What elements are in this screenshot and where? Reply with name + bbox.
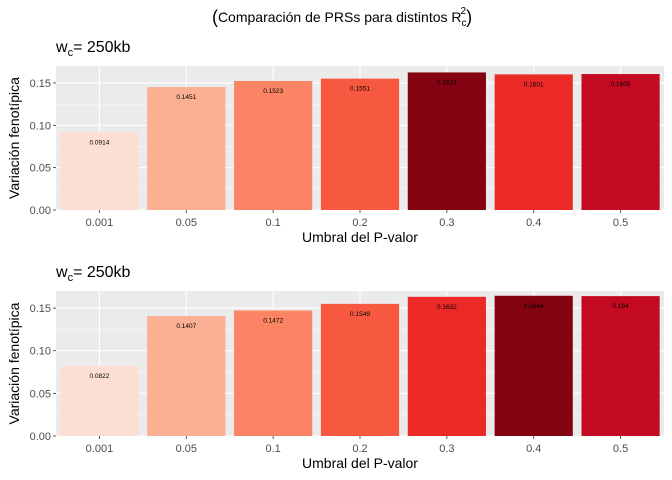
bar xyxy=(494,74,573,210)
data-label: 0.1624 xyxy=(437,79,457,86)
bar-chart-bottom: wc= 250kb 0.00 0.05 0.10 0.15 0.0822 0.001 0.14… xyxy=(6,264,664,471)
bar xyxy=(581,74,660,210)
data-label: 0.1523 xyxy=(263,88,283,95)
data-label: 0.164 xyxy=(612,303,629,310)
y-tick-label: 0.10 xyxy=(30,120,51,132)
subplot-title-rest: = 250kb xyxy=(73,39,130,56)
x-tick-label: 0.05 xyxy=(176,443,197,455)
bar xyxy=(581,296,660,436)
x-tick-label: 0.001 xyxy=(86,217,114,229)
title-paren-open: ( xyxy=(212,7,218,27)
bar xyxy=(407,72,486,210)
y-tick-label: 0.15 xyxy=(30,78,51,90)
bar xyxy=(147,87,226,210)
data-label: 0.1601 xyxy=(524,81,544,88)
subplot-title-main: w xyxy=(55,39,68,56)
x-tick-label: 0.4 xyxy=(526,443,541,455)
title-subscript: c xyxy=(462,18,467,29)
x-tick-label: 0.5 xyxy=(613,217,628,229)
bar-chart-top: wc= 250kb 0.00 0.05 0.10 0.15 0.0914 0.001 0.14… xyxy=(6,39,664,245)
bar xyxy=(234,80,313,210)
y-tick-label: 0.10 xyxy=(30,346,51,358)
data-label: 0.1549 xyxy=(350,311,370,318)
title-superscript: 2 xyxy=(461,6,467,17)
bar xyxy=(407,296,486,436)
bar xyxy=(147,315,226,436)
bar xyxy=(494,295,573,436)
x-axis-label: Umbral del P-valor xyxy=(302,455,418,471)
data-label: 0.1551 xyxy=(350,86,370,93)
subplot-title-sub: c xyxy=(68,47,74,59)
y-tick-label: 0.00 xyxy=(30,205,51,217)
data-label: 0.1472 xyxy=(263,317,283,324)
bar xyxy=(60,132,139,210)
x-tick-label: 0.5 xyxy=(613,443,628,455)
subplot-title: wc= 250kb xyxy=(55,264,131,284)
x-tick-label: 0.2 xyxy=(352,443,367,455)
x-tick-label: 0.001 xyxy=(86,443,114,455)
x-tick-label: 0.05 xyxy=(176,217,197,229)
bar xyxy=(320,78,400,210)
subplot-title-main: w xyxy=(55,264,68,281)
subplot-title: wc= 250kb xyxy=(55,39,131,59)
title-prefix: Comparación de PRSs para distintos R xyxy=(218,9,462,25)
y-tick-label: 0.05 xyxy=(30,163,51,175)
x-tick-label: 0.1 xyxy=(265,443,280,455)
data-label: 0.0822 xyxy=(89,373,109,380)
subplot-title-sub: c xyxy=(68,272,74,284)
y-tick-label: 0.15 xyxy=(30,303,51,315)
subplot-title-rest: = 250kb xyxy=(73,264,130,281)
data-label: 0.1407 xyxy=(176,323,196,330)
title-paren-close: ) xyxy=(466,7,472,27)
x-tick-label: 0.3 xyxy=(439,443,454,455)
data-label: 0.1644 xyxy=(524,303,544,310)
x-tick-label: 0.1 xyxy=(265,217,280,229)
data-label: 0.1605 xyxy=(611,81,631,88)
x-tick-label: 0.2 xyxy=(352,217,367,229)
figure-title: (Comparación de PRSs para distintos Rc2) xyxy=(212,6,472,29)
x-tick-label: 0.3 xyxy=(439,217,454,229)
x-axis-label: Umbral del P-valor xyxy=(302,229,418,245)
y-tick-label: 0.05 xyxy=(30,388,51,400)
y-tick-label: 0.00 xyxy=(30,431,51,443)
bar xyxy=(60,365,139,436)
y-axis-label: Variación fenotípica xyxy=(6,302,22,424)
bar xyxy=(234,310,313,436)
x-tick-label: 0.4 xyxy=(526,217,541,229)
data-label: 0.1632 xyxy=(437,304,457,311)
data-label: 0.0914 xyxy=(89,140,109,147)
data-label: 0.1451 xyxy=(176,94,196,101)
bar xyxy=(320,303,400,436)
y-axis-label: Variación fenotípica xyxy=(6,77,22,199)
